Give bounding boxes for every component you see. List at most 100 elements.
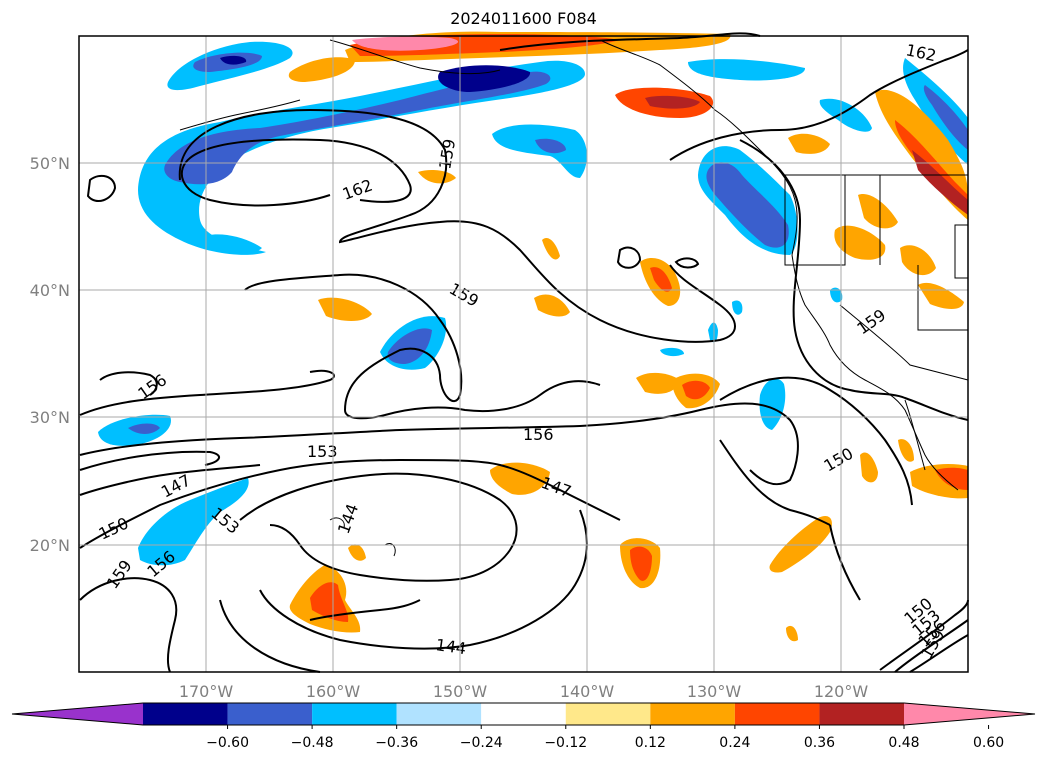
colorbar-box xyxy=(143,703,228,725)
coastline xyxy=(599,39,798,256)
colorbar-box xyxy=(227,703,313,725)
positive-anomaly-patch xyxy=(542,237,560,260)
positive-anomaly-patch xyxy=(682,380,710,400)
contour-label: 162 xyxy=(340,175,375,203)
lon-label: 150°W xyxy=(433,682,488,701)
positive-anomaly-patch xyxy=(912,150,968,215)
lon-label: 120°W xyxy=(814,682,869,701)
negative-anomaly-patch xyxy=(732,300,743,315)
border-line xyxy=(954,224,969,279)
colorbar-tick-label: −0.12 xyxy=(544,735,587,751)
coastline xyxy=(384,542,396,557)
positive-anomaly-patch xyxy=(636,372,680,394)
contour-line xyxy=(79,369,335,416)
anomaly-fills xyxy=(98,31,968,642)
positive-anomaly-patch xyxy=(645,95,700,109)
coastline xyxy=(904,399,926,471)
positive-anomaly-patch xyxy=(288,57,355,82)
contour-label: 156 xyxy=(523,425,554,444)
colorbar-box xyxy=(734,703,820,725)
negative-anomaly-patch xyxy=(492,124,587,178)
contour-line xyxy=(894,619,969,673)
negative-anomaly-patch xyxy=(923,85,968,150)
negative-anomaly-patch xyxy=(535,138,566,154)
negative-anomaly-patch xyxy=(759,378,786,430)
coastlines xyxy=(179,39,969,557)
colorbar-tick-label: −0.48 xyxy=(291,735,334,751)
positive-anomaly-patch xyxy=(534,294,570,317)
contour-label: 144 xyxy=(334,501,362,536)
contour-label: 153 xyxy=(307,442,338,461)
colorbar-tick-label: 0.24 xyxy=(719,735,750,751)
border-line xyxy=(839,304,969,381)
positive-anomaly-patch xyxy=(490,462,550,495)
contour-line xyxy=(219,599,321,673)
positive-anomaly-patch xyxy=(650,267,672,292)
border-line xyxy=(917,265,968,331)
positive-anomaly-patch xyxy=(900,245,936,276)
colorbar-box xyxy=(650,703,735,725)
lon-label: 140°W xyxy=(560,682,615,701)
negative-anomaly-patch xyxy=(138,478,249,566)
contour-line xyxy=(879,599,969,671)
contour-line xyxy=(669,49,969,161)
contour-line xyxy=(829,524,861,601)
negative-anomaly-patch xyxy=(200,234,262,255)
contour-line xyxy=(178,108,736,343)
colorbar-tick-label: −0.24 xyxy=(460,735,503,751)
coastline xyxy=(329,517,345,529)
positive-anomaly-patch xyxy=(310,582,349,622)
colorbar-box xyxy=(396,703,482,725)
colorbar-tick-label: 0.12 xyxy=(635,735,666,751)
colorbar-tick-label: 0.60 xyxy=(973,735,1004,751)
contour-line xyxy=(79,450,220,471)
positive-anomaly-patch xyxy=(786,625,798,642)
contour-label: 159 xyxy=(435,137,459,170)
negative-anomaly-patch xyxy=(688,59,806,81)
contour-line xyxy=(739,139,969,421)
lat-label: 40°N xyxy=(30,281,70,300)
colorbar-tick-label: 0.36 xyxy=(804,735,835,751)
lon-label: 160°W xyxy=(306,682,361,701)
contour-line xyxy=(79,577,178,673)
positive-anomaly-patch xyxy=(858,194,898,229)
positive-anomaly-patch xyxy=(352,36,459,51)
contour-line xyxy=(86,174,117,203)
positive-anomaly-patch xyxy=(935,467,968,490)
colorbar: −0.60 −0.48 −0.36 −0.24 −0.12 0.12 0.24 0.36 0.4… xyxy=(11,702,1036,751)
positive-anomaly-patch xyxy=(788,133,830,154)
positive-anomaly-patch xyxy=(348,544,366,561)
contour-label: 150 xyxy=(96,513,132,543)
negative-anomaly-patch xyxy=(387,328,432,364)
positive-anomaly-patch xyxy=(318,297,372,321)
colorbar-box xyxy=(481,703,566,725)
lon-label: 170°W xyxy=(179,682,234,701)
contour-line xyxy=(674,257,700,269)
negative-anomaly-patch xyxy=(660,347,684,357)
contour-line xyxy=(309,599,421,621)
contour-line xyxy=(719,439,831,526)
lat-label: 20°N xyxy=(30,536,70,555)
negative-anomaly-patch xyxy=(128,423,160,434)
colorbar-box xyxy=(819,703,904,725)
contour-line xyxy=(79,458,621,549)
lat-axis-labels: 50°N 40°N 30°N 20°N xyxy=(30,154,70,555)
lat-label: 30°N xyxy=(30,408,70,427)
positive-anomaly-patch xyxy=(834,225,886,260)
negative-anomaly-patch xyxy=(708,322,718,343)
contour-line xyxy=(499,32,761,51)
colorbar-box xyxy=(565,703,651,725)
colorbar-extend-low xyxy=(12,703,143,725)
colorbar-tick-label: −0.60 xyxy=(206,735,249,751)
contour-line xyxy=(180,138,412,207)
contour-line xyxy=(244,273,601,420)
contour-label: 159 xyxy=(103,556,136,592)
colorbar-extend-high xyxy=(904,703,1035,725)
contour-line xyxy=(99,371,158,396)
contour-line xyxy=(616,246,642,269)
height-contours xyxy=(79,32,969,673)
lat-label: 50°N xyxy=(30,154,70,173)
coastline xyxy=(179,99,301,131)
contour-label: 150 xyxy=(821,444,857,476)
